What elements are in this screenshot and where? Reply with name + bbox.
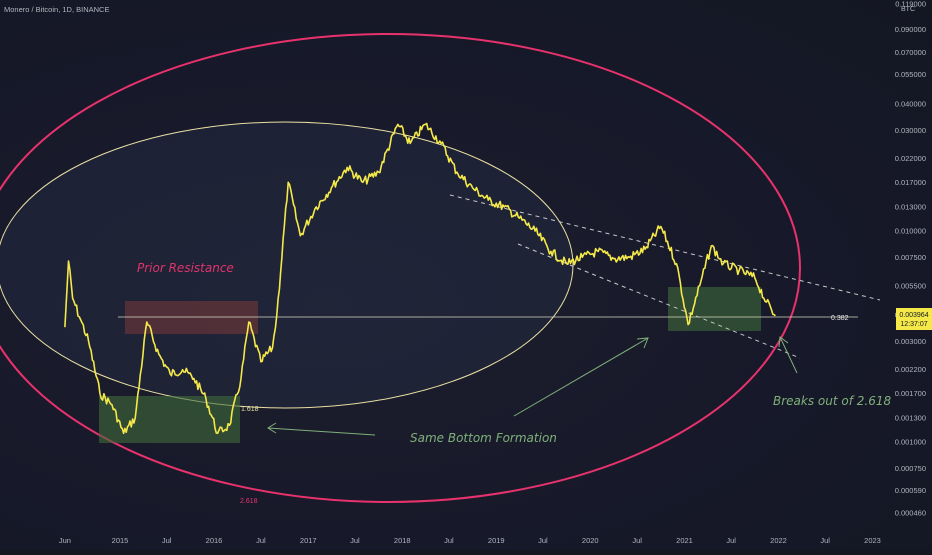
x-tick-label: Jun — [59, 536, 71, 545]
x-tick-label: Jul — [256, 536, 266, 545]
y-tick-label: 0.007500 — [895, 253, 926, 262]
y-tick-label: 0.022000 — [895, 154, 926, 163]
x-tick-label: Jul — [726, 536, 736, 545]
x-tick-label: Jul — [820, 536, 830, 545]
y-tick-label: 0.000750 — [895, 464, 926, 473]
x-tick-label: Jul — [350, 536, 360, 545]
fib-0382-label: 0.382 — [831, 315, 849, 322]
y-tick-label: 0.030000 — [895, 126, 926, 135]
y-tick-label: 0.010000 — [895, 226, 926, 235]
y-tick-label: 0.000590 — [895, 486, 926, 495]
x-tick-label: 2015 — [112, 536, 129, 545]
price-line[interactable] — [64, 122, 776, 435]
inner-fib-ellipse — [0, 121, 574, 409]
y-tick-label: 0.055000 — [895, 70, 926, 79]
price-axis[interactable]: 0.119000 0.090000 0.070000 0.055000 0.040000… — [895, 0, 926, 518]
last-price: 0.003964 — [899, 312, 928, 319]
y-tick-label: 0.000460 — [895, 509, 926, 518]
y-tick-label: 0.017000 — [895, 178, 926, 187]
chart-title: Monero / Bitcoin, 1D, BINANCE — [4, 5, 109, 14]
prior-resistance-zone — [125, 301, 258, 334]
y-tick-label: 0.002200 — [895, 365, 926, 374]
lower-trendline[interactable] — [517, 243, 801, 359]
y-tick-label: 0.070000 — [895, 48, 926, 57]
prior-resistance-label: Prior Resistance — [137, 261, 234, 275]
x-tick-label: 2019 — [488, 536, 505, 545]
upper-trendline[interactable] — [449, 194, 881, 301]
bottom-zone-2015 — [99, 396, 240, 443]
y-tick-label: 0.001700 — [895, 389, 926, 398]
same-bottom-arrow-left — [267, 422, 376, 436]
y-tick-label: 0.001000 — [895, 438, 926, 447]
x-tick-label: Jul — [162, 536, 172, 545]
same-bottom-arrow-right — [513, 337, 649, 417]
y-tick-label: 0.119000 — [895, 0, 926, 9]
last-price-badge: 0.003964 12:37:07 — [896, 308, 932, 330]
y-tick-label: 0.005500 — [895, 281, 926, 290]
x-tick-label: 2021 — [676, 536, 693, 545]
time-axis[interactable]: Jun 2015 Jul 2016 Jul 2017 Jul 2018 Jul 2019 Jul 20… — [59, 536, 881, 545]
x-tick-label: 2023 — [864, 536, 881, 545]
outer-fib-ellipse — [0, 33, 801, 503]
bottom-zone-2021 — [668, 287, 761, 331]
x-tick-label: Jul — [444, 536, 454, 545]
axis-unit: BTC — [901, 6, 915, 13]
fib-2618-label: 2.618 — [240, 498, 258, 505]
x-tick-label: 2018 — [394, 536, 411, 545]
y-tick-label: 0.001300 — [895, 413, 926, 422]
x-tick-label: 2022 — [770, 536, 787, 545]
y-tick-label: 0.013000 — [895, 202, 926, 211]
x-tick-label: 2020 — [582, 536, 599, 545]
y-tick-label: 0.040000 — [895, 99, 926, 108]
breaks-out-label: Breaks out of 2.618 — [773, 394, 891, 408]
x-tick-label: 2017 — [300, 536, 317, 545]
y-tick-label: 0.090000 — [895, 25, 926, 34]
x-tick-label: Jul — [538, 536, 548, 545]
fib-1618-label: 1.618 — [241, 406, 259, 413]
same-bottom-label: Same Bottom Formation — [410, 431, 557, 445]
x-tick-label: 2016 — [206, 536, 223, 545]
x-tick-label: Jul — [632, 536, 642, 545]
y-tick-label: 0.003000 — [895, 337, 926, 346]
breaks-out-arrow — [778, 336, 798, 374]
countdown-timer: 12:37:07 — [900, 321, 927, 328]
